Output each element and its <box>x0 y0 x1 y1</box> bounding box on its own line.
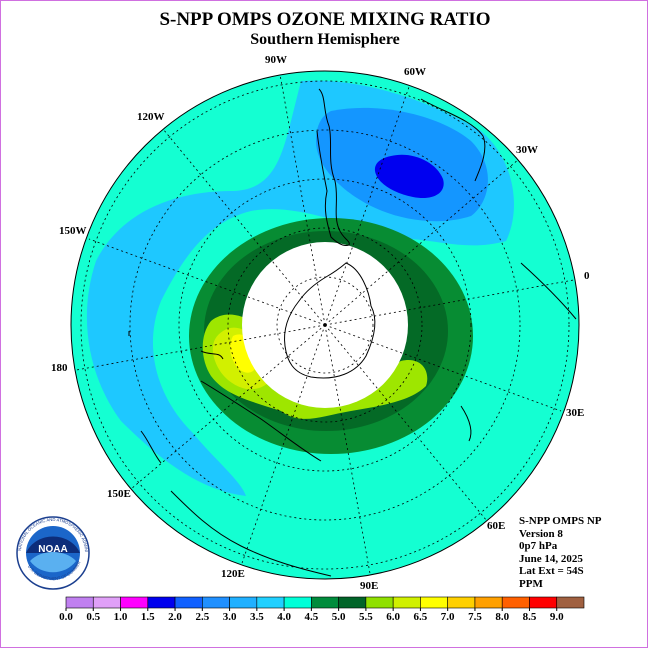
south-pole-marker <box>323 323 327 327</box>
map-title: S-NPP OMPS OZONE MIXING RATIO <box>159 9 491 30</box>
colorbar-swatch <box>311 596 339 609</box>
colorbar-swatch <box>229 596 258 609</box>
colorbar-swatch <box>147 596 176 609</box>
colorbar-tick-label: 3.0 <box>223 611 237 623</box>
colorbar-swatch <box>392 596 421 609</box>
lon-label-120w: 120W <box>137 111 165 123</box>
colorbar-swatch <box>501 596 530 609</box>
graticule <box>71 71 579 579</box>
colorbar-tick-label: 7.5 <box>468 611 482 623</box>
colorbar-tick-label: 4.5 <box>304 611 318 623</box>
lon-label-60e: 60E <box>487 520 505 532</box>
colorbar-tick-label: 9.0 <box>550 611 564 623</box>
units-label: PPM <box>519 577 543 590</box>
latitude-extent-label: Lat Ext = 54S <box>519 565 584 577</box>
lon-label-60w: 60W <box>404 66 426 78</box>
noaa-ring-text-bottom: U.S. DEPARTMENT OF COMMERCE <box>1 1 82 581</box>
colorbar-tick-label: 5.0 <box>332 611 346 623</box>
ozone-band-2-0 <box>374 154 444 199</box>
colorbar-swatch <box>420 596 448 609</box>
colorbar-swatch <box>120 596 149 609</box>
colorbar-tick-label: 0.0 <box>59 611 73 623</box>
colorbar-swatch <box>256 596 285 609</box>
colorbar-swatch <box>556 596 585 609</box>
colorbar-tick-label: 5.5 <box>359 611 373 623</box>
colorbar-tick-label: 2.0 <box>168 611 182 623</box>
colorbar-swatch <box>474 596 503 609</box>
lon-label-30w: 30W <box>516 144 538 156</box>
noaa-logo-text: NOAA <box>38 544 67 555</box>
colorbar-swatch <box>529 596 558 609</box>
colorbar-tick-label: 8.0 <box>495 611 509 623</box>
colorbar-swatch <box>65 596 94 609</box>
lon-label-90e: 90E <box>360 580 378 592</box>
pressure-level-label: 0p7 hPa <box>519 540 558 552</box>
colorbar-tick-label: 1.0 <box>114 611 128 623</box>
colorbar-tick-label: 6.5 <box>414 611 428 623</box>
colorbar-swatch <box>174 596 203 609</box>
version-label: Version 8 <box>519 527 563 540</box>
colorbar-tick-label: 4.0 <box>277 611 291 623</box>
lon-label-30e: 30E <box>566 407 584 419</box>
lon-label-150e: 150E <box>107 488 131 500</box>
colorbar-tick-label: 7.0 <box>441 611 455 623</box>
colorbar-swatch <box>447 596 476 609</box>
ozone-field <box>71 71 579 579</box>
date-label: June 14, 2025 <box>519 552 583 565</box>
colorbar-tick-label: 0.5 <box>86 611 100 623</box>
colorbar-swatch <box>365 596 394 609</box>
colorbar-swatch <box>283 596 312 609</box>
colorbar-tick-label: 1.5 <box>141 611 155 623</box>
metadata-panel: S-NPP OMPS NP Version 8 0p7 hPa June 14,… <box>519 515 602 590</box>
colorbar-tick-label: 6.0 <box>386 611 400 623</box>
lon-label-120e: 120E <box>221 568 245 580</box>
instrument-label: S-NPP OMPS NP <box>519 515 602 527</box>
lon-label-150w: 150W <box>59 225 87 237</box>
colorbar-tick-label: 2.5 <box>195 611 209 623</box>
lon-label-0: 0 <box>584 270 590 282</box>
colorbar-tick-label: 3.5 <box>250 611 264 623</box>
colorbar-swatch <box>202 596 230 609</box>
lon-label-180: 180 <box>51 362 68 374</box>
map-subtitle: Southern Hemisphere <box>250 31 400 48</box>
colorbar: 0.0 0.5 1.0 1.5 2.0 2.5 3.0 3.5 4.0 4.5 5.0 5.5 6.0 6… <box>59 596 585 623</box>
colorbar-swatch <box>92 596 121 609</box>
colorbar-swatch <box>338 596 367 609</box>
map-outline <box>70 70 580 580</box>
coastlines <box>128 88 577 577</box>
colorbar-tick-label: 8.5 <box>523 611 537 623</box>
lon-label-90w: 90W <box>265 54 287 66</box>
